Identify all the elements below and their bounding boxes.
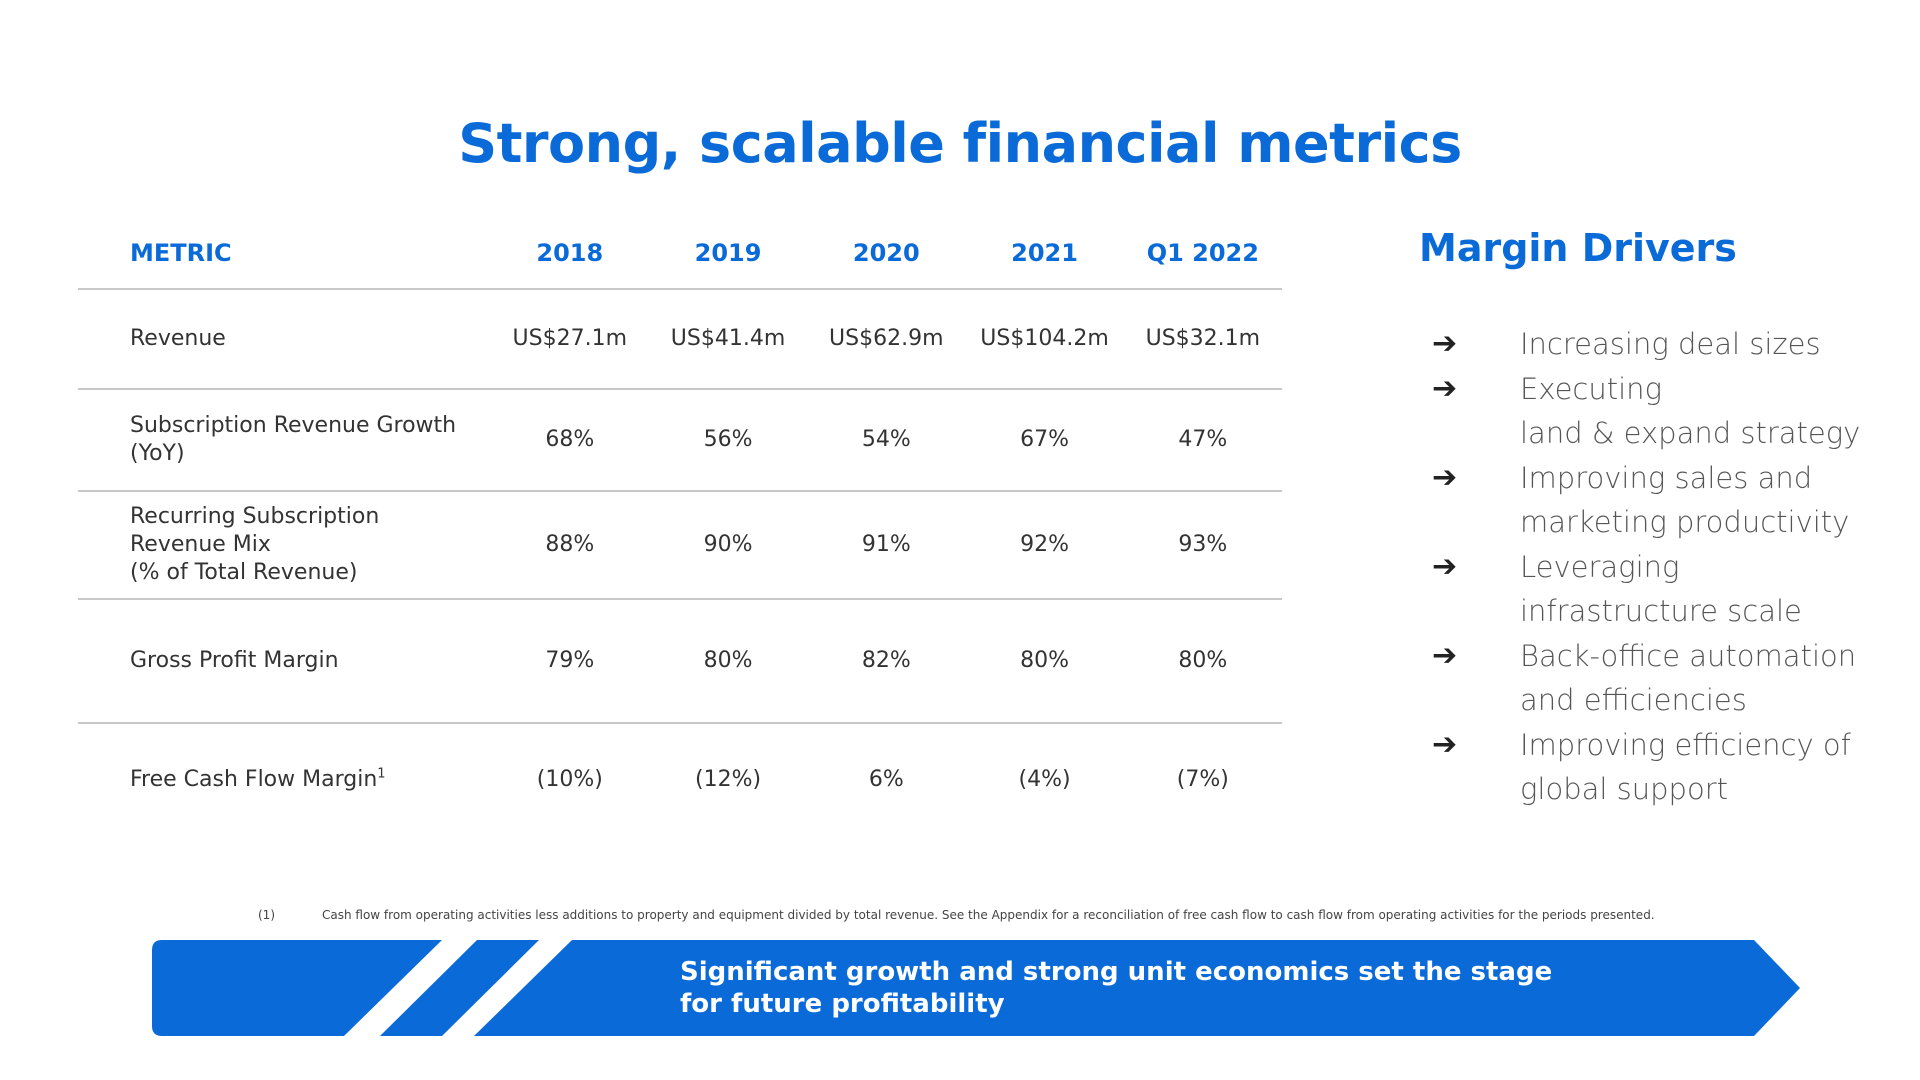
list-item: ➔ Back-office automation and efficiencie…: [1432, 634, 1902, 723]
table-cell: 80%: [965, 599, 1124, 724]
table-row-revenue: Revenue US$27.1m US$41.4m US$62.9m US$10…: [78, 289, 1282, 390]
table-cell: 93%: [1123, 491, 1282, 600]
header-metric: METRIC: [78, 218, 491, 290]
banner-text: Significant growth and strong unit econo…: [680, 957, 1553, 1019]
footnote-ref: 1: [377, 766, 386, 782]
table-cell: (10%): [536, 766, 603, 792]
driver-text: Executing land & expand strategy: [1520, 371, 1861, 451]
metric-name: Free Cash Flow Margin: [130, 766, 378, 792]
table-row-subscription-growth: Subscription Revenue Growth (YoY) 68% 56…: [78, 389, 1282, 492]
slide-title: Strong, scalable financial metrics: [458, 112, 1462, 175]
margin-drivers-list: ➔ Increasing deal sizes ➔ Executing land…: [1432, 322, 1902, 812]
table-cell: 88%: [490, 491, 649, 600]
table-cell: 82%: [807, 599, 966, 724]
header-2020: 2020: [807, 218, 966, 290]
banner-chevron-2: [380, 940, 539, 1036]
banner-chevron-3: [474, 940, 1800, 1036]
banner-chevron-1: [152, 940, 442, 1036]
right-arrow-icon: ➔: [1432, 548, 1458, 584]
list-item: ➔ Improving efficiency of global support: [1432, 723, 1902, 812]
driver-text: Leveraging infrastructure scale: [1520, 549, 1802, 629]
right-arrow-icon: ➔: [1432, 726, 1458, 762]
table-cell: 79%: [490, 599, 649, 724]
metric-name: Subscription Revenue Growth (YoY): [78, 389, 491, 492]
table-cell: 56%: [648, 389, 808, 492]
list-item: ➔ Improving sales and marketing producti…: [1432, 456, 1902, 545]
table-cell: 90%: [648, 491, 808, 600]
table-cell: (12%): [695, 766, 762, 792]
header-2021: 2021: [965, 218, 1124, 290]
table-cell: 68%: [490, 389, 649, 492]
margin-drivers-title: Margin Drivers: [1419, 226, 1737, 270]
driver-text: Increasing deal sizes: [1520, 327, 1821, 361]
table-cell: 91%: [807, 491, 966, 600]
footnote-number: (1): [258, 908, 275, 922]
metrics-table: METRIC 2018 2019 2020 2021 Q1 2022 Reven…: [78, 218, 1282, 835]
table-row-recurring-mix: Recurring Subscription Revenue Mix (% of…: [78, 491, 1282, 600]
table-cell: US$32.1m: [1123, 289, 1282, 390]
table-cell: (4%): [1018, 766, 1071, 792]
table-cell: US$62.9m: [807, 289, 966, 390]
table-cell: US$27.1m: [490, 289, 649, 390]
driver-text: Improving efficiency of global support: [1520, 727, 1851, 807]
list-item: ➔ Increasing deal sizes: [1432, 322, 1902, 367]
banner-arrow-shape: [152, 940, 1800, 1036]
table-cell: 67%: [965, 389, 1124, 492]
table-row-gross-profit-margin: Gross Profit Margin 79% 80% 82% 80% 80%: [78, 599, 1282, 724]
table-cell: 47%: [1123, 389, 1282, 492]
table-cell: 80%: [1123, 599, 1282, 724]
metric-name: Recurring Subscription Revenue Mix (% of…: [78, 491, 491, 600]
table-cell: 92%: [965, 491, 1124, 600]
header-q1-2022: Q1 2022: [1123, 218, 1282, 290]
right-arrow-icon: ➔: [1432, 370, 1458, 406]
list-item: ➔ Leveraging infrastructure scale: [1432, 545, 1902, 634]
footnote: (1) Cash flow from operating activities l…: [258, 908, 1655, 922]
banner: Significant growth and strong unit econo…: [152, 940, 1802, 1036]
driver-text: Back-office automation and efficiencies: [1520, 638, 1857, 718]
table-cell: 80%: [648, 599, 808, 724]
list-item: ➔ Executing land & expand strategy: [1432, 367, 1902, 456]
footnote-text: Cash flow from operating activities less…: [322, 908, 1655, 922]
metric-name: Revenue: [78, 289, 491, 390]
table-cell: (7%): [1176, 766, 1229, 792]
header-2019: 2019: [648, 218, 808, 290]
table-cell: US$104.2m: [965, 289, 1124, 390]
right-arrow-icon: ➔: [1432, 637, 1458, 673]
table-cell: US$41.4m: [648, 289, 808, 390]
table-cell: 6%: [868, 766, 904, 792]
table-row-free-cash-flow-margin: Free Cash Flow Margin1 (10%) (12%) 6% (4…: [78, 723, 1282, 835]
table-header-row: METRIC 2018 2019 2020 2021 Q1 2022: [78, 218, 1282, 290]
metric-name: Gross Profit Margin: [78, 599, 491, 724]
right-arrow-icon: ➔: [1432, 326, 1458, 361]
header-2018: 2018: [490, 218, 649, 290]
table-cell: 54%: [807, 389, 966, 492]
driver-text: Improving sales and marketing productivi…: [1520, 460, 1850, 540]
right-arrow-icon: ➔: [1432, 459, 1458, 495]
metric-name-cell: Free Cash Flow Margin1: [78, 723, 491, 835]
